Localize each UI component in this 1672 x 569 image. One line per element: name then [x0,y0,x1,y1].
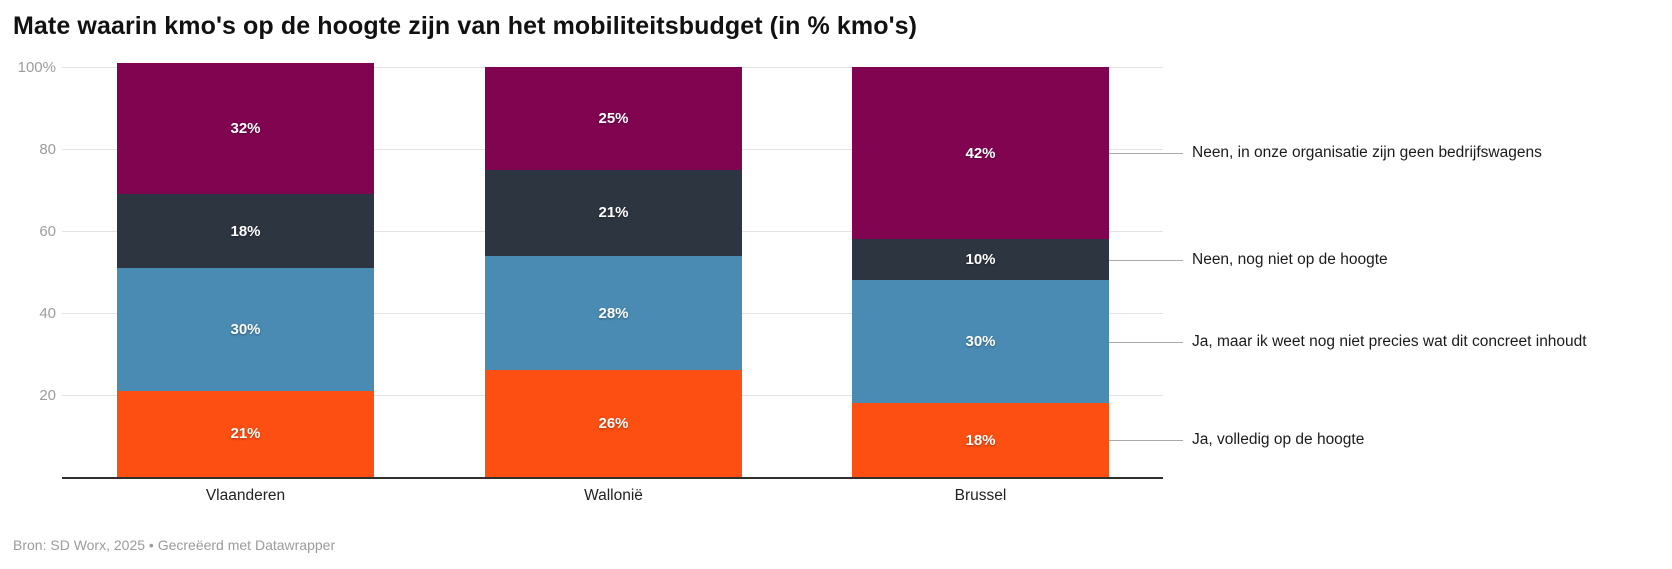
bar-segment: 21% [485,169,742,256]
bar-segment: 21% [117,390,374,477]
segment-value-label: 42% [965,144,996,162]
segment-value-label: 30% [230,320,261,338]
y-axis-tick-label: 80 [39,141,56,158]
bar-walloni: 26% 28% 21% 25% [485,0,742,477]
x-axis-category-label: Vlaanderen [205,487,286,504]
segment-value-label: 28% [598,304,629,322]
segment-value-label: 26% [598,415,629,433]
x-axis-line [62,477,1163,479]
segment-value-label: 18% [965,431,996,449]
bar-segment: 32% [117,62,374,195]
bar-vlaanderen: 21% 30% 18% 32% [117,0,374,477]
legend-leader-line [1109,153,1183,155]
legend-leader-line [1109,341,1183,343]
segment-value-label: 32% [230,120,261,138]
legend-label: Ja, volledig op de hoogte [1192,431,1365,449]
segment-value-label: 21% [230,425,261,443]
bar-segment: 25% [485,67,742,170]
legend-leader-line [1109,440,1183,442]
segment-value-label: 25% [598,109,629,127]
legend-label: Neen, nog niet op de hoogte [1192,250,1388,268]
y-axis-tick-label: 100% [17,59,56,76]
segment-value-label: 30% [965,333,996,351]
y-axis-tick-label: 60 [39,223,56,240]
chart-title: Mate waarin kmo's op de hoogte zijn van … [13,12,918,40]
legend-label: Neen, in onze organisatie zijn geen bedr… [1192,144,1542,162]
bar-segment: 18% [852,403,1109,477]
segment-value-label: 18% [230,222,261,240]
bar-brussel: 18% 30% 10% 42% [852,0,1109,477]
x-axis-category-label: Wallonië [584,487,643,504]
bar-segment: 26% [485,370,742,477]
bar-segment: 10% [852,239,1109,281]
y-axis-tick-label: 20 [39,387,56,404]
segment-value-label: 10% [965,251,996,269]
bar-segment: 30% [852,280,1109,404]
bar-segment: 28% [485,255,742,371]
x-axis-category-label: Brussel [954,487,1007,504]
bar-segment: 18% [117,194,374,268]
bar-segment: 42% [852,67,1109,240]
y-axis-tick-label: 40 [39,305,56,322]
legend-label: Ja, maar ik weet nog niet precies wat di… [1192,332,1587,350]
segment-value-label: 21% [598,204,629,222]
source-note: Bron: SD Worx, 2025 • Gecreëerd met Data… [13,537,336,553]
legend-leader-line [1109,259,1183,261]
bar-segment: 30% [117,267,374,391]
